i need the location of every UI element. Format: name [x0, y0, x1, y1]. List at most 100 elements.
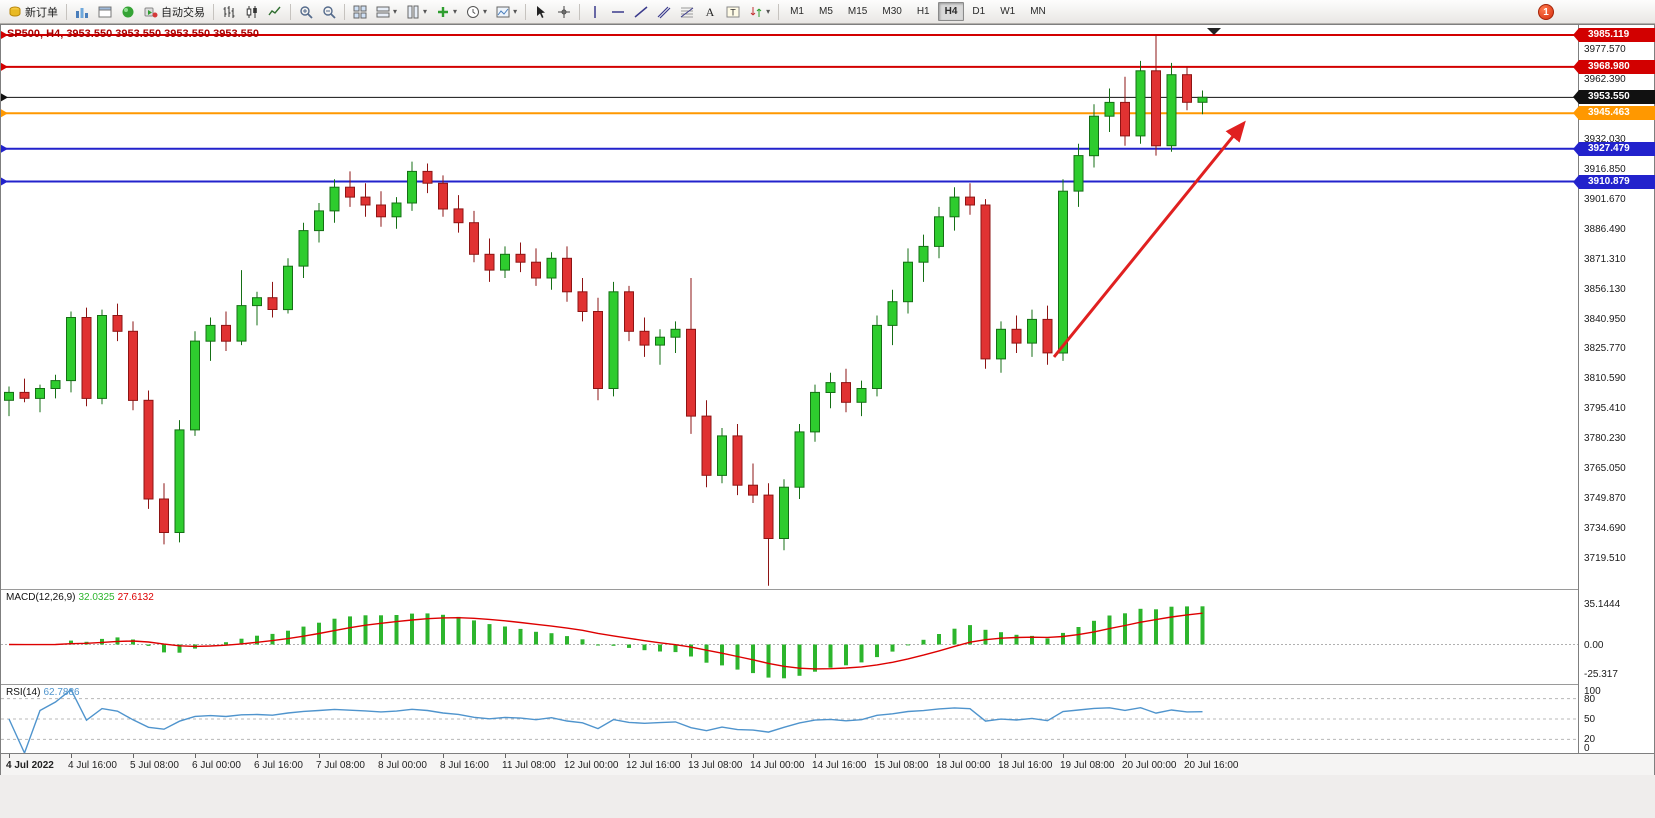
toolbar-crosshair-button[interactable] — [553, 2, 575, 21]
toolbar-autotrading-label: 自动交易 — [161, 6, 205, 19]
toolbar-vertical-line-button[interactable] — [584, 2, 606, 21]
svg-text:A: A — [706, 5, 715, 19]
time-axis-tick — [381, 754, 382, 758]
indicator-scale-label: 20 — [1584, 734, 1596, 746]
time-axis-label: 20 Jul 16:00 — [1184, 760, 1239, 771]
price-scale-label: 3780.230 — [1584, 433, 1626, 445]
price-chart-pane[interactable]: SP500, H4, 3953.550 3953.550 3953.550 39… — [1, 25, 1579, 589]
indicator-scale-label: 0 — [1584, 743, 1590, 754]
macd-pane[interactable]: MACD(12,26,9) 32.0325 27.6132 — [1, 590, 1579, 684]
toolbar-cursor-button[interactable] — [530, 2, 552, 21]
timeframe-w1-button[interactable]: W1 — [1000, 6, 1016, 17]
macd-name: MACD(12,26,9) — [6, 592, 76, 603]
timeframe-h1-button[interactable]: H1 — [916, 6, 930, 17]
price-line-badge: 3927.479 — [1573, 142, 1655, 156]
indicator-scale-label: -25.317 — [1584, 668, 1618, 680]
time-axis-label: 8 Jul 16:00 — [440, 760, 489, 771]
time-axis-tick — [1187, 754, 1188, 758]
time-axis-label: 6 Jul 00:00 — [192, 760, 241, 771]
toolbar-line-chart-button[interactable] — [264, 2, 286, 21]
price-scale[interactable]: 3977.570 3962.390 3932.030 3916.850 3901.670… — [1573, 25, 1655, 754]
toolbar-charts-button[interactable] — [71, 2, 93, 21]
timeframe-h4-button[interactable]: H4 — [937, 2, 965, 21]
toolbar-trendline-button[interactable] — [630, 2, 652, 21]
chevron-down-icon: ▾ — [766, 6, 771, 16]
price-scale-label: 3932.030 — [1584, 133, 1626, 145]
timeframe-d1-button[interactable]: D1 — [972, 6, 986, 17]
pane-separator[interactable] — [1, 589, 1654, 590]
toolbar-zoom-out-button[interactable] — [318, 2, 340, 21]
macd-chart[interactable] — [1, 590, 1579, 684]
timeframe-m30-button[interactable]: M30 — [882, 6, 902, 17]
candle-chart-icon — [245, 5, 259, 19]
toolbar-profiles-button[interactable] — [94, 2, 116, 21]
toolbar-text-button[interactable]: A — [699, 2, 721, 21]
toolbar-separator — [290, 3, 291, 20]
chevron-down-icon: ▾ — [423, 6, 428, 16]
time-axis-label: 15 Jul 08:00 — [874, 760, 929, 771]
chevron-down-icon: ▾ — [513, 6, 518, 16]
channel-icon — [657, 5, 671, 19]
notification-badge[interactable]: 1 — [1538, 4, 1554, 20]
price-line-badge: 3953.550 — [1573, 90, 1655, 104]
toolbar-metaquotes-button[interactable] — [117, 2, 139, 21]
toolbar-text-label-button[interactable]: T — [722, 2, 744, 21]
price-scale-label: 3719.510 — [1584, 553, 1626, 565]
toolbar-indicators-button[interactable]: ▾ — [432, 2, 461, 21]
toolbar-autotrading-button[interactable]: 自动交易 — [140, 2, 209, 21]
toolbar-tile-windows-button[interactable] — [349, 2, 371, 21]
cursor-icon — [534, 5, 548, 19]
toolbar-separator — [525, 3, 527, 20]
rsi-pane[interactable]: RSI(14) 62.7886 — [1, 685, 1579, 753]
indicator-scale-label: 50 — [1584, 714, 1596, 725]
time-axis-tick — [319, 754, 320, 758]
bar-chart-icon — [222, 5, 236, 19]
time-axis-tick — [71, 754, 72, 758]
indicators-icon — [436, 5, 450, 19]
toolbar-bar-chart-button[interactable] — [218, 2, 240, 21]
toolbar-candle-chart-button[interactable] — [241, 2, 263, 21]
timeframe-mn-button[interactable]: MN — [1030, 6, 1046, 17]
price-scale-label: 3962.390 — [1584, 73, 1626, 85]
time-axis-label: 14 Jul 16:00 — [812, 760, 867, 771]
timeframe-m15-button[interactable]: M15 — [847, 6, 868, 17]
toolbar-new-order-button[interactable]: 新订单 — [4, 2, 62, 21]
toolbar-channel-button[interactable] — [653, 2, 675, 21]
toolbar-separator — [778, 3, 780, 20]
tile-windows-icon — [353, 5, 367, 19]
time-axis-label: 12 Jul 00:00 — [564, 760, 619, 771]
toolbar-horizontal-line-button[interactable] — [607, 2, 629, 21]
time-axis[interactable]: 4 Jul 2022 4 Jul 16:00 5 Jul 08:00 6 Jul 00… — [1, 753, 1654, 775]
time-axis-label: 18 Jul 00:00 — [936, 760, 991, 771]
timeframe-m5-button[interactable]: M5 — [819, 6, 833, 17]
autotrading-icon — [144, 5, 158, 19]
time-axis-label: 14 Jul 00:00 — [750, 760, 805, 771]
rsi-value: 62.7886 — [43, 687, 80, 698]
time-axis-tick — [443, 754, 444, 758]
indicator-scale-label: 35.1444 — [1584, 598, 1621, 610]
profiles-icon — [98, 5, 112, 19]
toolbar-periods-button[interactable]: ▾ — [462, 2, 491, 21]
toolbar-templates-button[interactable]: ▾ — [492, 2, 521, 21]
time-axis-tick — [505, 754, 506, 758]
timeframe-m1-button[interactable]: M1 — [790, 6, 804, 17]
toolbar-shapes-button[interactable]: ▾ — [745, 2, 774, 21]
price-line-badge: 3985.119 — [1573, 28, 1655, 42]
main-toolbar: 新订单 自动交易 ▾ ▾ ▾ ▾ ▾ A T ▾ M1 M5 M15 M30 H1 H4 D1 W1 MN 1 — [0, 0, 1655, 24]
toolbar-new-order-label: 新订单 — [25, 6, 58, 19]
macd-signal-value: 27.6132 — [117, 592, 154, 603]
toolbar-arrange-horizontal-button[interactable]: ▾ — [372, 2, 401, 21]
toolbar-fibonacci-button[interactable] — [676, 2, 698, 21]
price-scale-label: 3734.690 — [1584, 523, 1626, 535]
time-axis-label: 4 Jul 2022 — [6, 760, 54, 771]
pane-separator[interactable] — [1, 684, 1654, 685]
chevron-down-icon: ▾ — [483, 6, 488, 16]
toolbar-zoom-in-button[interactable] — [295, 2, 317, 21]
toolbar-separator — [579, 3, 581, 20]
rsi-chart[interactable] — [1, 685, 1579, 753]
indicator-scale-label: 100 — [1584, 686, 1601, 697]
candlestick-chart[interactable] — [1, 25, 1579, 589]
toolbar-arrange-vertical-button[interactable]: ▾ — [402, 2, 431, 21]
chart-title: SP500, H4, 3953.550 3953.550 3953.550 39… — [7, 28, 260, 40]
rsi-label: RSI(14) 62.7886 — [6, 687, 83, 698]
